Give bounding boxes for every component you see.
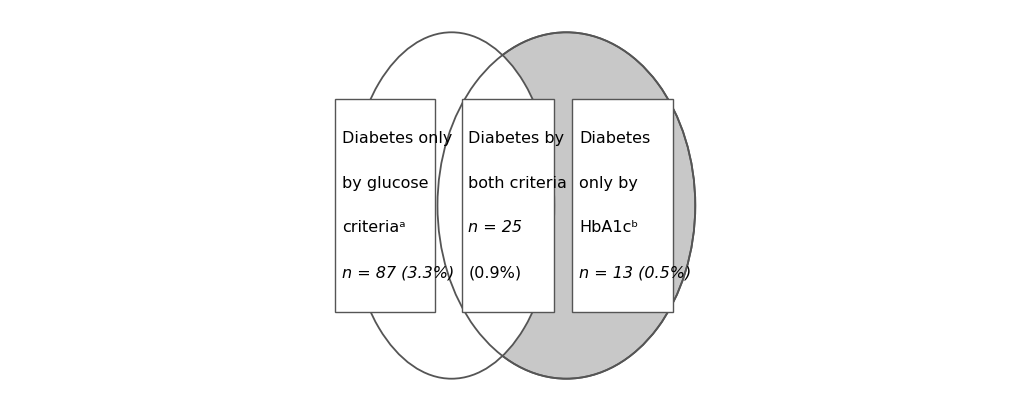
Text: Diabetes: Diabetes <box>580 131 650 146</box>
Text: only by: only by <box>580 175 638 191</box>
Text: both criteria: both criteria <box>468 175 567 191</box>
Text: Diabetes only: Diabetes only <box>342 131 453 146</box>
Text: criteriaᵃ: criteriaᵃ <box>342 220 406 236</box>
Text: n = 25: n = 25 <box>468 220 522 236</box>
Text: n = 13 (0.5%): n = 13 (0.5%) <box>580 265 692 280</box>
FancyBboxPatch shape <box>572 99 673 312</box>
Text: (0.9%): (0.9%) <box>468 265 521 280</box>
Text: HbA1cᵇ: HbA1cᵇ <box>580 220 639 236</box>
Text: n = 87 (3.3%): n = 87 (3.3%) <box>342 265 454 280</box>
FancyBboxPatch shape <box>335 99 435 312</box>
Ellipse shape <box>437 32 695 379</box>
Text: Diabetes by: Diabetes by <box>468 131 564 146</box>
FancyBboxPatch shape <box>462 99 554 312</box>
Text: by glucose: by glucose <box>342 175 428 191</box>
Ellipse shape <box>349 32 554 379</box>
